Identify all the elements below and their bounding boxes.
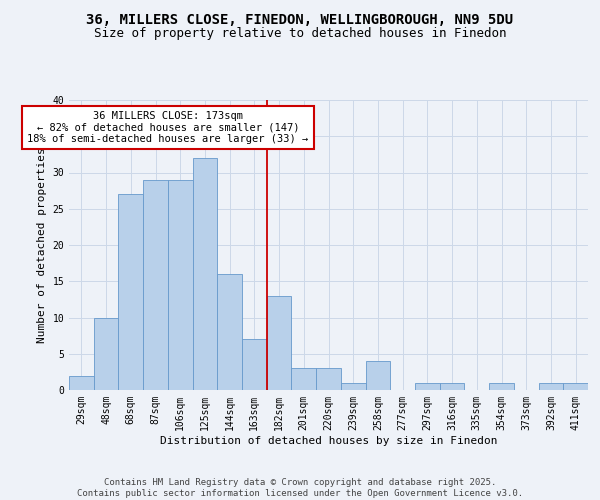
Bar [292,368,316,390]
Bar [168,180,193,390]
Bar [316,368,341,390]
Text: 36 MILLERS CLOSE: 173sqm
← 82% of detached houses are smaller (147)
18% of semi-: 36 MILLERS CLOSE: 173sqm ← 82% of detach… [27,111,308,144]
Bar [539,383,563,390]
Text: Contains HM Land Registry data © Crown copyright and database right 2025.
Contai: Contains HM Land Registry data © Crown c… [77,478,523,498]
Bar [217,274,242,390]
Text: 36, MILLERS CLOSE, FINEDON, WELLINGBOROUGH, NN9 5DU: 36, MILLERS CLOSE, FINEDON, WELLINGBOROU… [86,12,514,26]
Bar [69,376,94,390]
Bar [267,296,292,390]
Bar [118,194,143,390]
Bar [365,361,390,390]
Bar [341,383,365,390]
X-axis label: Distribution of detached houses by size in Finedon: Distribution of detached houses by size … [160,436,497,446]
Bar [143,180,168,390]
Bar [489,383,514,390]
Bar [94,318,118,390]
Y-axis label: Number of detached properties: Number of detached properties [37,147,47,343]
Bar [415,383,440,390]
Text: Size of property relative to detached houses in Finedon: Size of property relative to detached ho… [94,28,506,40]
Bar [242,339,267,390]
Bar [563,383,588,390]
Bar [440,383,464,390]
Bar [193,158,217,390]
